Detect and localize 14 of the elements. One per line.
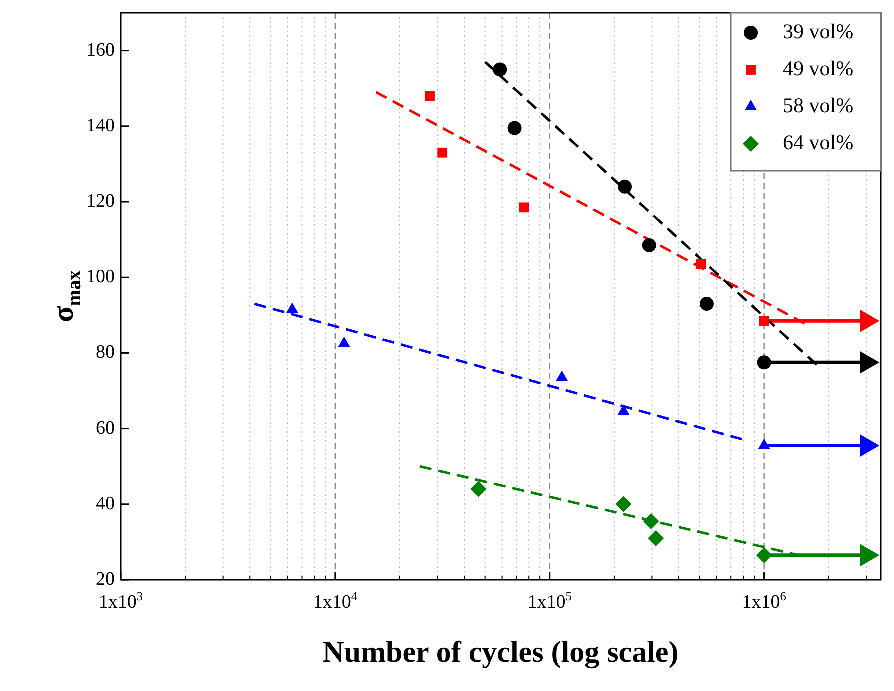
- legend-label: 58 vol%: [783, 94, 854, 118]
- y-tick-label: 60: [96, 418, 115, 439]
- y-tick-label: 100: [86, 266, 115, 288]
- y-tick-label: 120: [86, 190, 115, 212]
- y-tick-label: 80: [96, 342, 115, 364]
- legend-label: 39 vol%: [783, 20, 854, 44]
- y-tick-label: 160: [86, 40, 115, 61]
- legend-label: 49 vol%: [783, 56, 854, 81]
- y-tick-label: 140: [86, 115, 115, 136]
- y-axis-title: σmax: [47, 270, 86, 323]
- y-tick-label: 20: [96, 568, 115, 590]
- x-axis-title: Number of cycles (log scale): [322, 636, 679, 669]
- y-tick-label: 40: [96, 493, 115, 514]
- legend-label: 64 vol%: [783, 130, 854, 155]
